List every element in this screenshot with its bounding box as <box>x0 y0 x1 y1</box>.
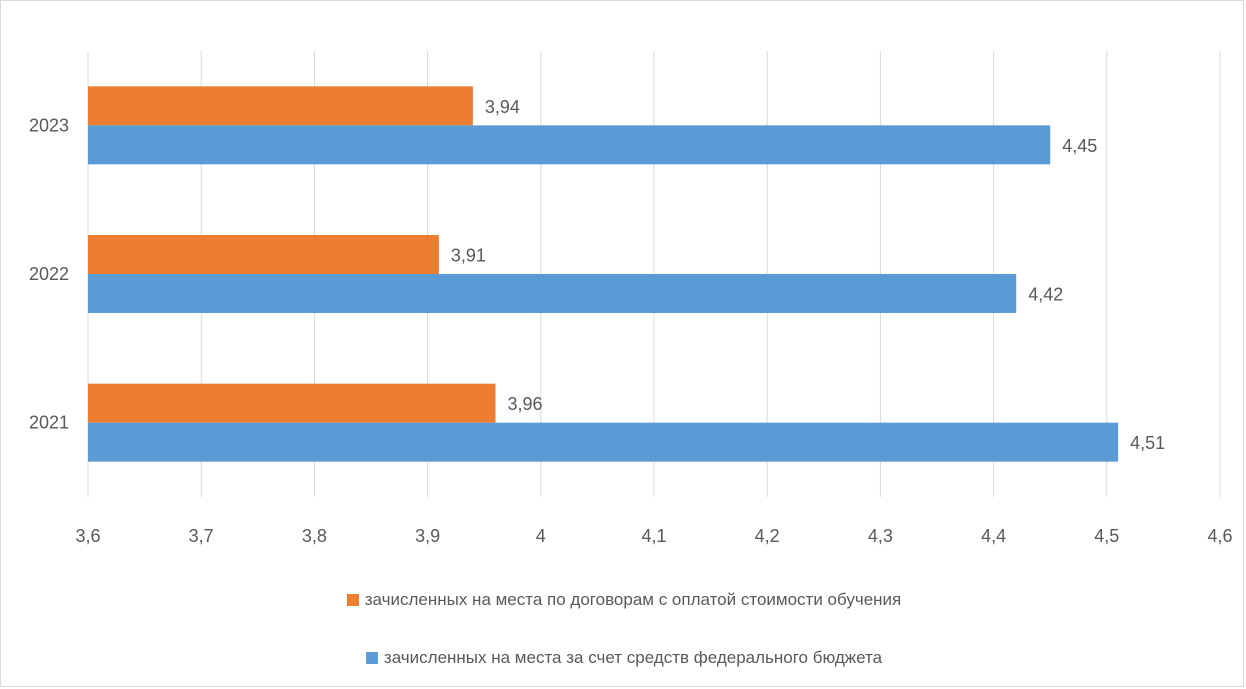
legend-label-budget: зачисленных на места за счет средств фед… <box>383 648 883 667</box>
x-tick-label: 3,8 <box>302 526 327 546</box>
x-tick-label: 3,6 <box>75 526 100 546</box>
data-label: 3,96 <box>508 394 543 414</box>
x-tick-label: 4,2 <box>755 526 780 546</box>
legend-item-contract: зачисленных на места по договорам с опла… <box>1 590 1246 611</box>
legend-item-budget: зачисленных на места за счет средств фед… <box>1 648 1246 669</box>
bar-2023-series-0 <box>88 86 473 126</box>
data-label: 4,51 <box>1130 433 1165 453</box>
x-tick-label: 3,9 <box>415 526 440 546</box>
bar-2023-series-1 <box>88 125 1051 165</box>
x-tick-label: 4,6 <box>1207 526 1232 546</box>
bar-2022-series-0 <box>88 235 439 274</box>
x-tick-label: 4,3 <box>868 526 893 546</box>
x-tick-label: 4,1 <box>641 526 666 546</box>
bars <box>88 86 1119 462</box>
bar-2022-series-1 <box>88 274 1017 313</box>
x-tick-labels: 3,6 3,7 3,8 3,9 4 4,1 4,2 4,3 4,4 4,5 4,6 <box>75 526 1232 546</box>
data-labels: 3,96 4,51 3,91 4,42 3,94 4,45 <box>451 97 1165 453</box>
bar-2021-series-1 <box>88 422 1119 462</box>
category-labels: 2021 2022 2023 <box>29 115 69 432</box>
category-label: 2021 <box>29 413 69 433</box>
legend-label-contract: зачисленных на места по договорам с опла… <box>364 590 902 609</box>
x-tick-label: 4,5 <box>1094 526 1119 546</box>
x-tick-label: 4,4 <box>981 526 1006 546</box>
bar-2021-series-0 <box>88 383 496 423</box>
x-tick-label: 4 <box>536 526 546 546</box>
category-label: 2023 <box>29 115 69 135</box>
category-label: 2022 <box>29 264 69 284</box>
legend-swatch-budget <box>365 652 378 664</box>
x-tick-label: 3,7 <box>189 526 214 546</box>
legend-swatch-contract <box>346 594 359 606</box>
data-label: 4,45 <box>1062 136 1097 156</box>
data-label: 3,91 <box>451 246 486 266</box>
data-label: 4,42 <box>1028 285 1063 305</box>
data-label: 3,94 <box>485 97 520 117</box>
